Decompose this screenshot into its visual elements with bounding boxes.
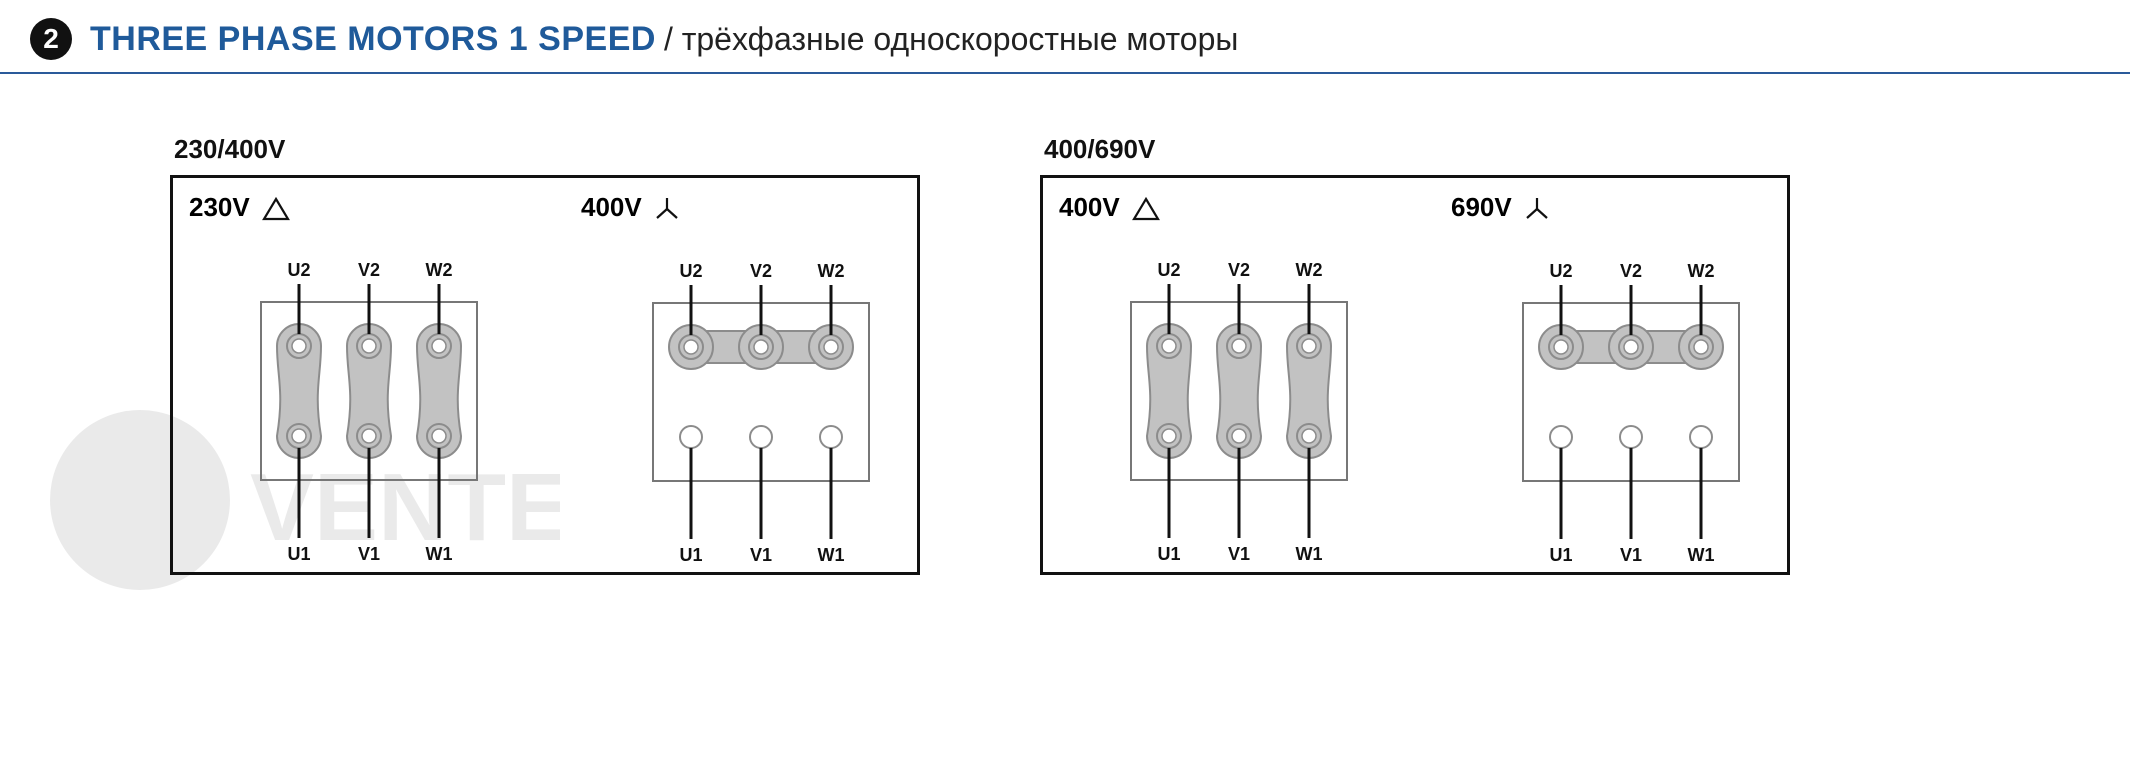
group-voltage-label: 230/400V <box>174 134 920 165</box>
voltage-group: 230/400V 230V U2 U1 V2 V1 W2 W1 400V <box>170 134 920 575</box>
wiring-diagram: U2 U1 V2 V1 W2 W1 <box>1059 226 1419 566</box>
config-voltage: 400V <box>1059 192 1120 223</box>
terminal-label-top: W2 <box>426 260 453 280</box>
terminal-label-top: U2 <box>287 260 310 280</box>
terminal-label-bottom: V1 <box>358 544 380 564</box>
config-voltage: 230V <box>189 192 250 223</box>
terminal-label-top: V2 <box>1620 261 1642 281</box>
terminal-label-bottom: U1 <box>1549 545 1572 565</box>
config-half: 400V U2 U1 V2 V1 W2 W1 <box>1043 178 1435 572</box>
terminal-label-top: V2 <box>1228 260 1250 280</box>
section-header: 2 THREE PHASE MOTORS 1 SPEED / трёхфазны… <box>0 0 2130 74</box>
diagram-wrap: U2 U1 V2 V1 W2 W1 <box>1451 227 1811 567</box>
section-number: 2 <box>43 23 59 55</box>
config-voltage: 400V <box>581 192 642 223</box>
terminal-label-top: W2 <box>1296 260 1323 280</box>
terminal-label-top: W2 <box>1688 261 1715 281</box>
diagram-wrap: U2 U1 V2 V1 W2 W1 <box>189 226 549 566</box>
terminal-label-bottom: U1 <box>679 545 702 565</box>
terminal-label-bottom: W1 <box>818 545 845 565</box>
terminal-label-bottom: W1 <box>426 544 453 564</box>
star-icon <box>1524 196 1550 227</box>
terminal-label-bottom: W1 <box>1296 544 1323 564</box>
terminal-label-bottom: V1 <box>1228 544 1250 564</box>
config-header: 400V <box>581 192 941 227</box>
config-header: 400V <box>1059 192 1419 226</box>
terminal-label-top: V2 <box>750 261 772 281</box>
terminal-label-top: U2 <box>1549 261 1572 281</box>
wiring-diagram: U2 U1 V2 V1 W2 W1 <box>189 226 549 566</box>
terminal-label-top: W2 <box>818 261 845 281</box>
wiring-diagram: U2 U1 V2 V1 W2 W1 <box>1451 227 1811 567</box>
config-header: 690V <box>1451 192 1811 227</box>
group-voltage-label: 400/690V <box>1044 134 1790 165</box>
terminal-label-top: V2 <box>358 260 380 280</box>
config-half: 400V U2 U1 V2 V1 W2 W1 <box>565 178 957 572</box>
wiring-diagram: U2 U1 V2 V1 W2 W1 <box>581 227 941 567</box>
delta-icon <box>262 197 290 226</box>
voltage-group: 400/690V 400V U2 U1 V2 V1 W2 W1 690V <box>1040 134 1790 575</box>
config-voltage: 690V <box>1451 192 1512 223</box>
section-title-sub: / трёхфазные односкоростные моторы <box>664 21 1238 58</box>
diagram-wrap: U2 U1 V2 V1 W2 W1 <box>1059 226 1419 566</box>
section-number-badge: 2 <box>30 18 72 60</box>
terminal-label-bottom: U1 <box>1157 544 1180 564</box>
terminal-label-bottom: U1 <box>287 544 310 564</box>
config-half: 690V U2 U1 V2 V1 W2 W1 <box>1435 178 1827 572</box>
terminal-label-top: U2 <box>679 261 702 281</box>
star-icon <box>654 196 680 227</box>
section-title-main: THREE PHASE MOTORS 1 SPEED <box>90 20 656 59</box>
config-header: 230V <box>189 192 549 226</box>
delta-icon <box>1132 197 1160 226</box>
wiring-panel: 400V U2 U1 V2 V1 W2 W1 690V <box>1040 175 1790 575</box>
diagram-wrap: U2 U1 V2 V1 W2 W1 <box>581 227 941 567</box>
terminal-label-bottom: V1 <box>750 545 772 565</box>
terminal-label-bottom: V1 <box>1620 545 1642 565</box>
wiring-panel: 230V U2 U1 V2 V1 W2 W1 400V <box>170 175 920 575</box>
terminal-label-top: U2 <box>1157 260 1180 280</box>
content-area: 230/400V 230V U2 U1 V2 V1 W2 W1 400V <box>0 74 2130 575</box>
config-half: 230V U2 U1 V2 V1 W2 W1 <box>173 178 565 572</box>
terminal-label-bottom: W1 <box>1688 545 1715 565</box>
